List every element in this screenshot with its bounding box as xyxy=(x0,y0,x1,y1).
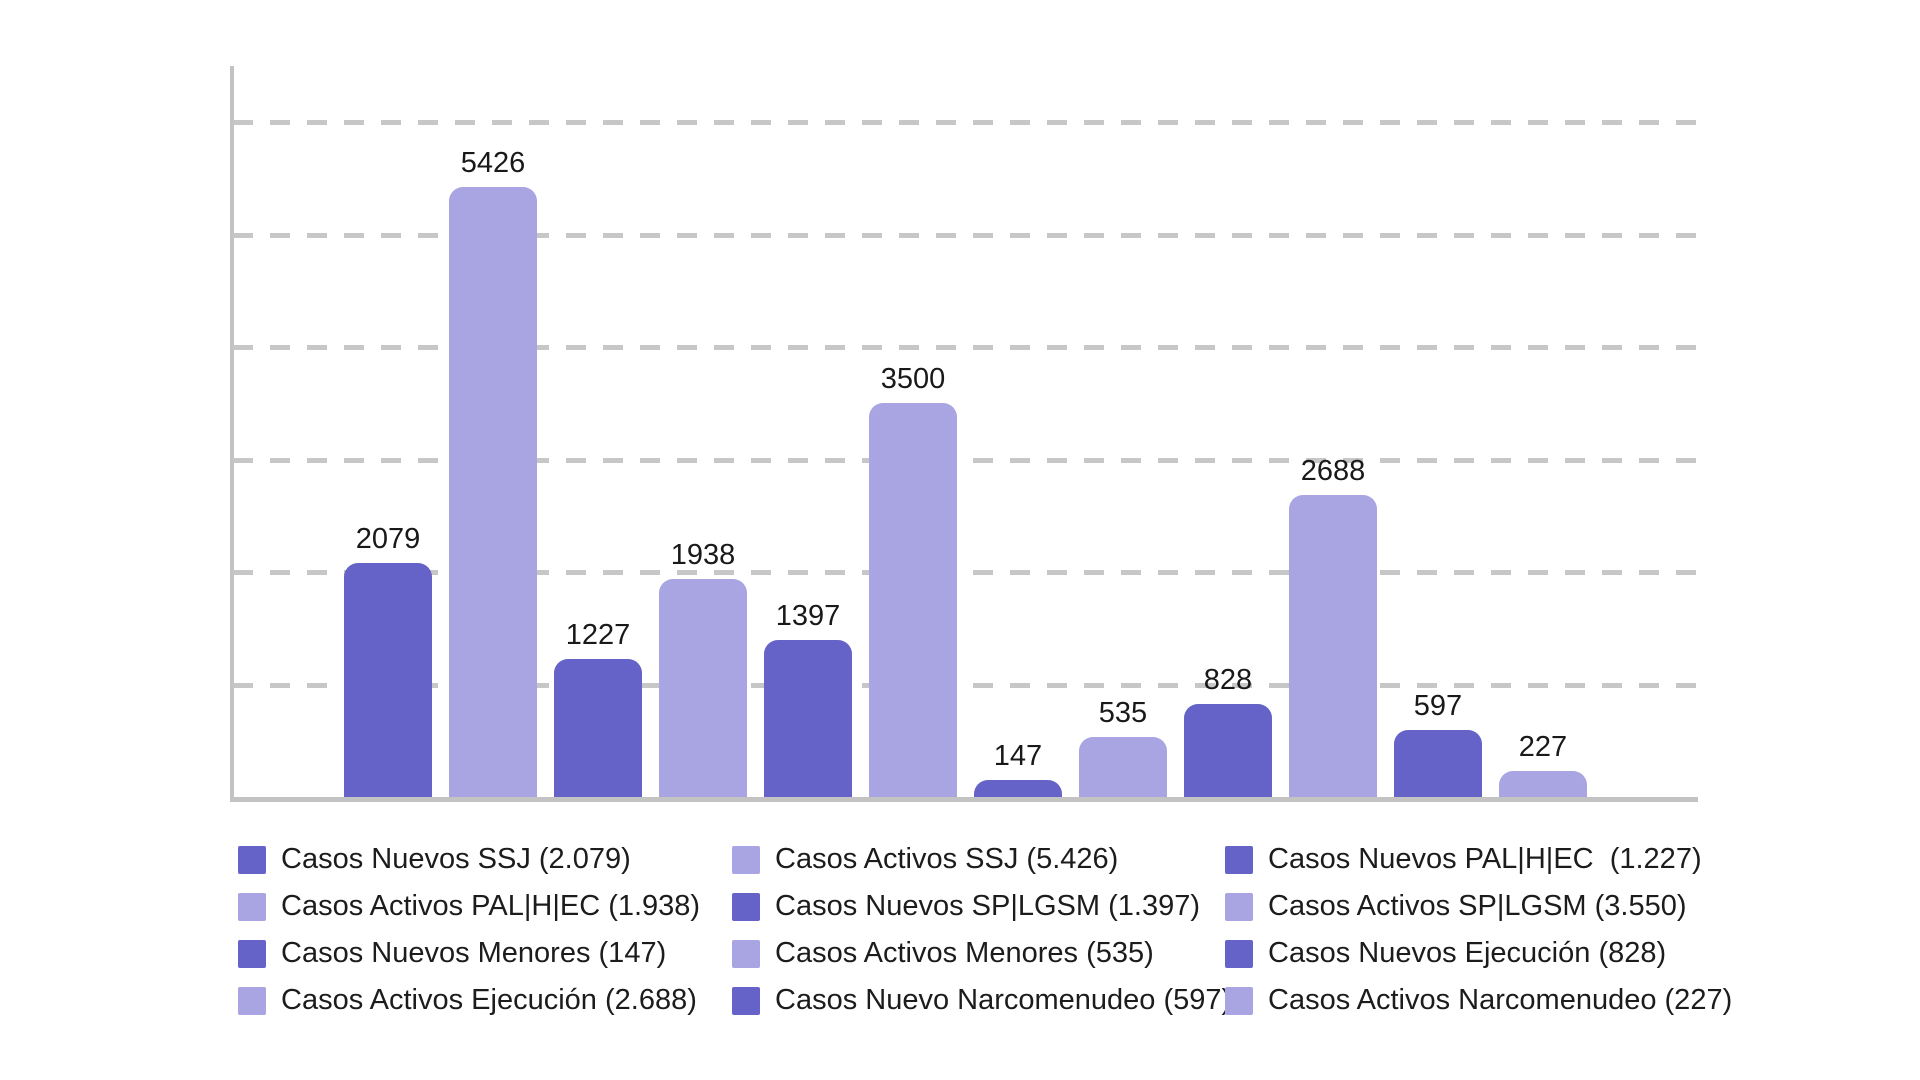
bar-value-label: 535 xyxy=(1098,697,1148,729)
gridline xyxy=(233,120,1698,125)
bar[interactable] xyxy=(1289,495,1377,797)
legend-item[interactable]: Casos Nuevos Ejecución (828) xyxy=(1225,930,1705,977)
bar-value-label: 1397 xyxy=(775,600,841,632)
legend-item[interactable]: Casos Activos Menores (535) xyxy=(732,930,1225,977)
bar[interactable] xyxy=(1499,771,1587,797)
legend-swatch-icon xyxy=(1225,892,1253,921)
bar-value-label: 1227 xyxy=(565,619,631,651)
legend-item-label: Casos Activos SSJ (5.426) xyxy=(775,843,1119,875)
legend-item-label: Casos Nuevos SSJ (2.079) xyxy=(281,843,631,875)
bar-value-label: 2079 xyxy=(355,523,421,555)
bar[interactable] xyxy=(974,780,1062,797)
legend-item[interactable]: Casos Nuevos Menores (147) xyxy=(238,930,732,977)
bar[interactable] xyxy=(344,563,432,797)
bar-value-label: 828 xyxy=(1203,664,1253,696)
legend-item[interactable]: Casos Activos Ejecución (2.688) xyxy=(238,977,732,1024)
bar[interactable] xyxy=(1394,730,1482,797)
x-axis-line xyxy=(230,797,1698,802)
bar[interactable] xyxy=(1184,704,1272,797)
legend-swatch-icon xyxy=(1225,845,1253,874)
legend-item-label: Casos Nuevos Ejecución (828) xyxy=(1268,937,1667,969)
legend-item-label: Casos Activos PAL|H|EC (1.938) xyxy=(281,890,701,922)
legend-item-label: Casos Nuevo Narcomenudeo (597) xyxy=(775,984,1232,1016)
bar-value-label: 3500 xyxy=(880,363,946,395)
legend-swatch-icon xyxy=(238,892,266,921)
legend-item-label: Casos Activos Ejecución (2.688) xyxy=(281,984,697,1016)
legend-item[interactable]: Casos Nuevos SP|LGSM (1.397) xyxy=(732,883,1225,930)
bar[interactable] xyxy=(764,640,852,797)
legend-swatch-icon xyxy=(238,845,266,874)
legend-item-label: Casos Nuevos PAL|H|EC (1.227) xyxy=(1268,843,1702,875)
gridline xyxy=(233,233,1698,238)
gridline xyxy=(233,345,1698,350)
bar-value-label: 2688 xyxy=(1300,455,1366,487)
y-axis-line xyxy=(230,66,234,802)
bar[interactable] xyxy=(659,579,747,797)
bar[interactable] xyxy=(554,659,642,797)
legend-swatch-icon xyxy=(1225,986,1253,1015)
gridline xyxy=(233,683,1698,688)
bar-value-label: 147 xyxy=(993,740,1043,772)
bar-value-label: 227 xyxy=(1518,731,1568,763)
bar-value-label: 1938 xyxy=(670,539,736,571)
bar-value-label: 5426 xyxy=(460,147,526,179)
legend-item[interactable]: Casos Activos SP|LGSM (3.550) xyxy=(1225,883,1705,930)
legend-item[interactable]: Casos Nuevo Narcomenudeo (597) xyxy=(732,977,1231,1024)
legend-item[interactable]: Casos Nuevos PAL|H|EC (1.227) xyxy=(1225,836,1705,883)
bar-value-label: 597 xyxy=(1413,690,1463,722)
gridline xyxy=(233,570,1698,575)
legend-item[interactable]: Casos Activos PAL|H|EC (1.938) xyxy=(238,883,732,930)
legend-item-label: Casos Nuevos Menores (147) xyxy=(281,937,667,969)
legend-swatch-icon xyxy=(238,986,266,1015)
legend-swatch-icon xyxy=(732,939,760,968)
legend-item-label: Casos Nuevos SP|LGSM (1.397) xyxy=(775,890,1200,922)
legend-item-label: Casos Activos SP|LGSM (3.550) xyxy=(1268,890,1687,922)
legend: Casos Nuevos SSJ (2.079) Casos Activos SS… xyxy=(238,836,1732,1024)
legend-item-label: Casos Activos Narcomenudeo (227) xyxy=(1268,984,1733,1016)
legend-item[interactable]: Casos Activos SSJ (5.426) xyxy=(732,836,1225,883)
gridline xyxy=(233,458,1698,463)
bar[interactable] xyxy=(449,187,537,797)
legend-item-label: Casos Activos Menores (535) xyxy=(775,937,1154,969)
legend-item[interactable]: Casos Activos Narcomenudeo (227) xyxy=(1225,977,1732,1024)
legend-swatch-icon xyxy=(732,845,760,874)
bar[interactable] xyxy=(869,403,957,797)
legend-swatch-icon xyxy=(1225,939,1253,968)
bar[interactable] xyxy=(1079,737,1167,797)
legend-item[interactable]: Casos Nuevos SSJ (2.079) xyxy=(238,836,732,883)
legend-swatch-icon xyxy=(732,892,760,921)
legend-swatch-icon xyxy=(238,939,266,968)
legend-swatch-icon xyxy=(732,986,760,1015)
